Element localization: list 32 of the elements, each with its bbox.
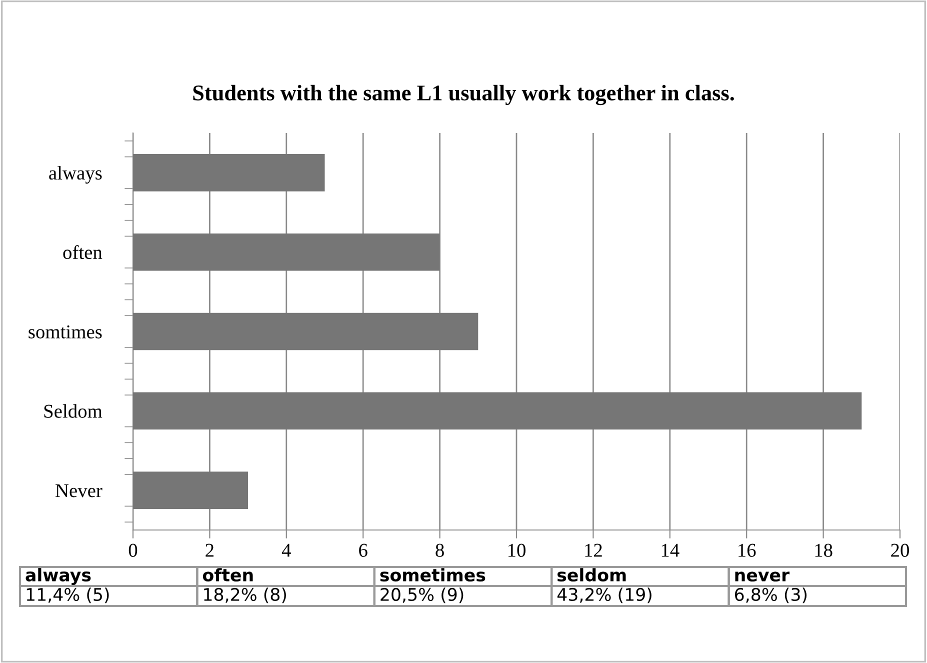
y-tick-label: always: [49, 166, 102, 184]
y-tick-label: somtimes: [28, 325, 102, 338]
y-tick-label: often: [63, 245, 102, 260]
bar: [133, 233, 440, 271]
text: 43,2% (19): [557, 588, 652, 604]
chart-title: Students with the same L1 usually work together in class.: [193, 84, 734, 106]
bar: [133, 154, 325, 192]
text: often: [202, 568, 253, 582]
y-tick-label: Never: [56, 484, 102, 498]
x-tick-label: 18: [815, 544, 832, 557]
x-tick-label: 4: [282, 544, 291, 557]
bar: [133, 392, 862, 430]
text: 20,5% (9): [380, 588, 464, 604]
x-tick-label: 16: [738, 544, 756, 557]
x-tick-label: 20: [891, 544, 909, 557]
x-tick-label: 8: [436, 544, 444, 557]
bar: [133, 472, 248, 509]
y-tick-label: Seldom: [44, 404, 102, 418]
text: never: [735, 572, 790, 582]
bar: [133, 312, 478, 350]
text: sometimes: [380, 568, 486, 582]
text: 18,2% (8): [204, 588, 286, 604]
x-tick-label: 12: [585, 544, 602, 557]
text: always: [26, 568, 91, 585]
text: seldom: [558, 568, 626, 582]
text: 6,8% (3): [735, 588, 807, 604]
x-tick-label: 2: [206, 544, 214, 557]
x-tick-label: 0: [128, 544, 138, 557]
text: 11,4% (5): [26, 588, 109, 604]
x-tick-label: 6: [359, 544, 368, 557]
x-tick-label: 10: [508, 544, 526, 557]
x-tick-label: 14: [662, 544, 680, 557]
